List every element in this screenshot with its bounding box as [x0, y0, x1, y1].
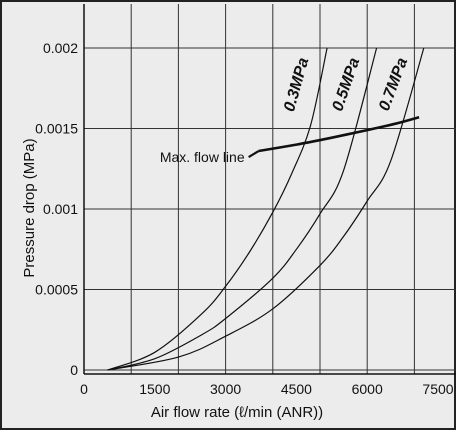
series-label: 0.5MPa — [329, 56, 363, 114]
x-tick-label: 3000 — [210, 381, 241, 397]
ticks: 0 1500 3000 4500 6000 7500 0 0.0005 0.001 0.0015 0… — [35, 40, 454, 397]
max-flow-annotation: Max. flow line — [160, 149, 245, 165]
series-line-0-5mpa — [107, 47, 378, 371]
y-tick-label: 0 — [70, 362, 78, 378]
x-tick-label: 7500 — [422, 381, 453, 397]
x-tick-label: 4500 — [281, 381, 312, 397]
y-tick-label: 0.0015 — [35, 121, 78, 137]
y-tick-label: 0.001 — [43, 201, 78, 217]
grid — [83, 4, 456, 375]
x-tick-label: 6000 — [352, 381, 383, 397]
x-tick-label: 0 — [80, 381, 88, 397]
y-axis-label: Pressure drop (MPa) — [21, 138, 38, 277]
series-label: 0.7MPa — [376, 56, 411, 114]
y-tick-label: 0.002 — [43, 40, 78, 56]
series-line-0-3mpa — [107, 47, 328, 371]
y-tick-label: 0.0005 — [35, 282, 78, 298]
series-label: 0.3MPa — [281, 56, 312, 114]
x-axis-label: Air flow rate (ℓ/min (ANR)) — [151, 404, 323, 421]
series-line-0-7mpa — [107, 47, 425, 371]
max-flow-leader — [248, 150, 260, 158]
x-tick-label: 1500 — [139, 381, 170, 397]
max-flow-line — [258, 115, 420, 153]
